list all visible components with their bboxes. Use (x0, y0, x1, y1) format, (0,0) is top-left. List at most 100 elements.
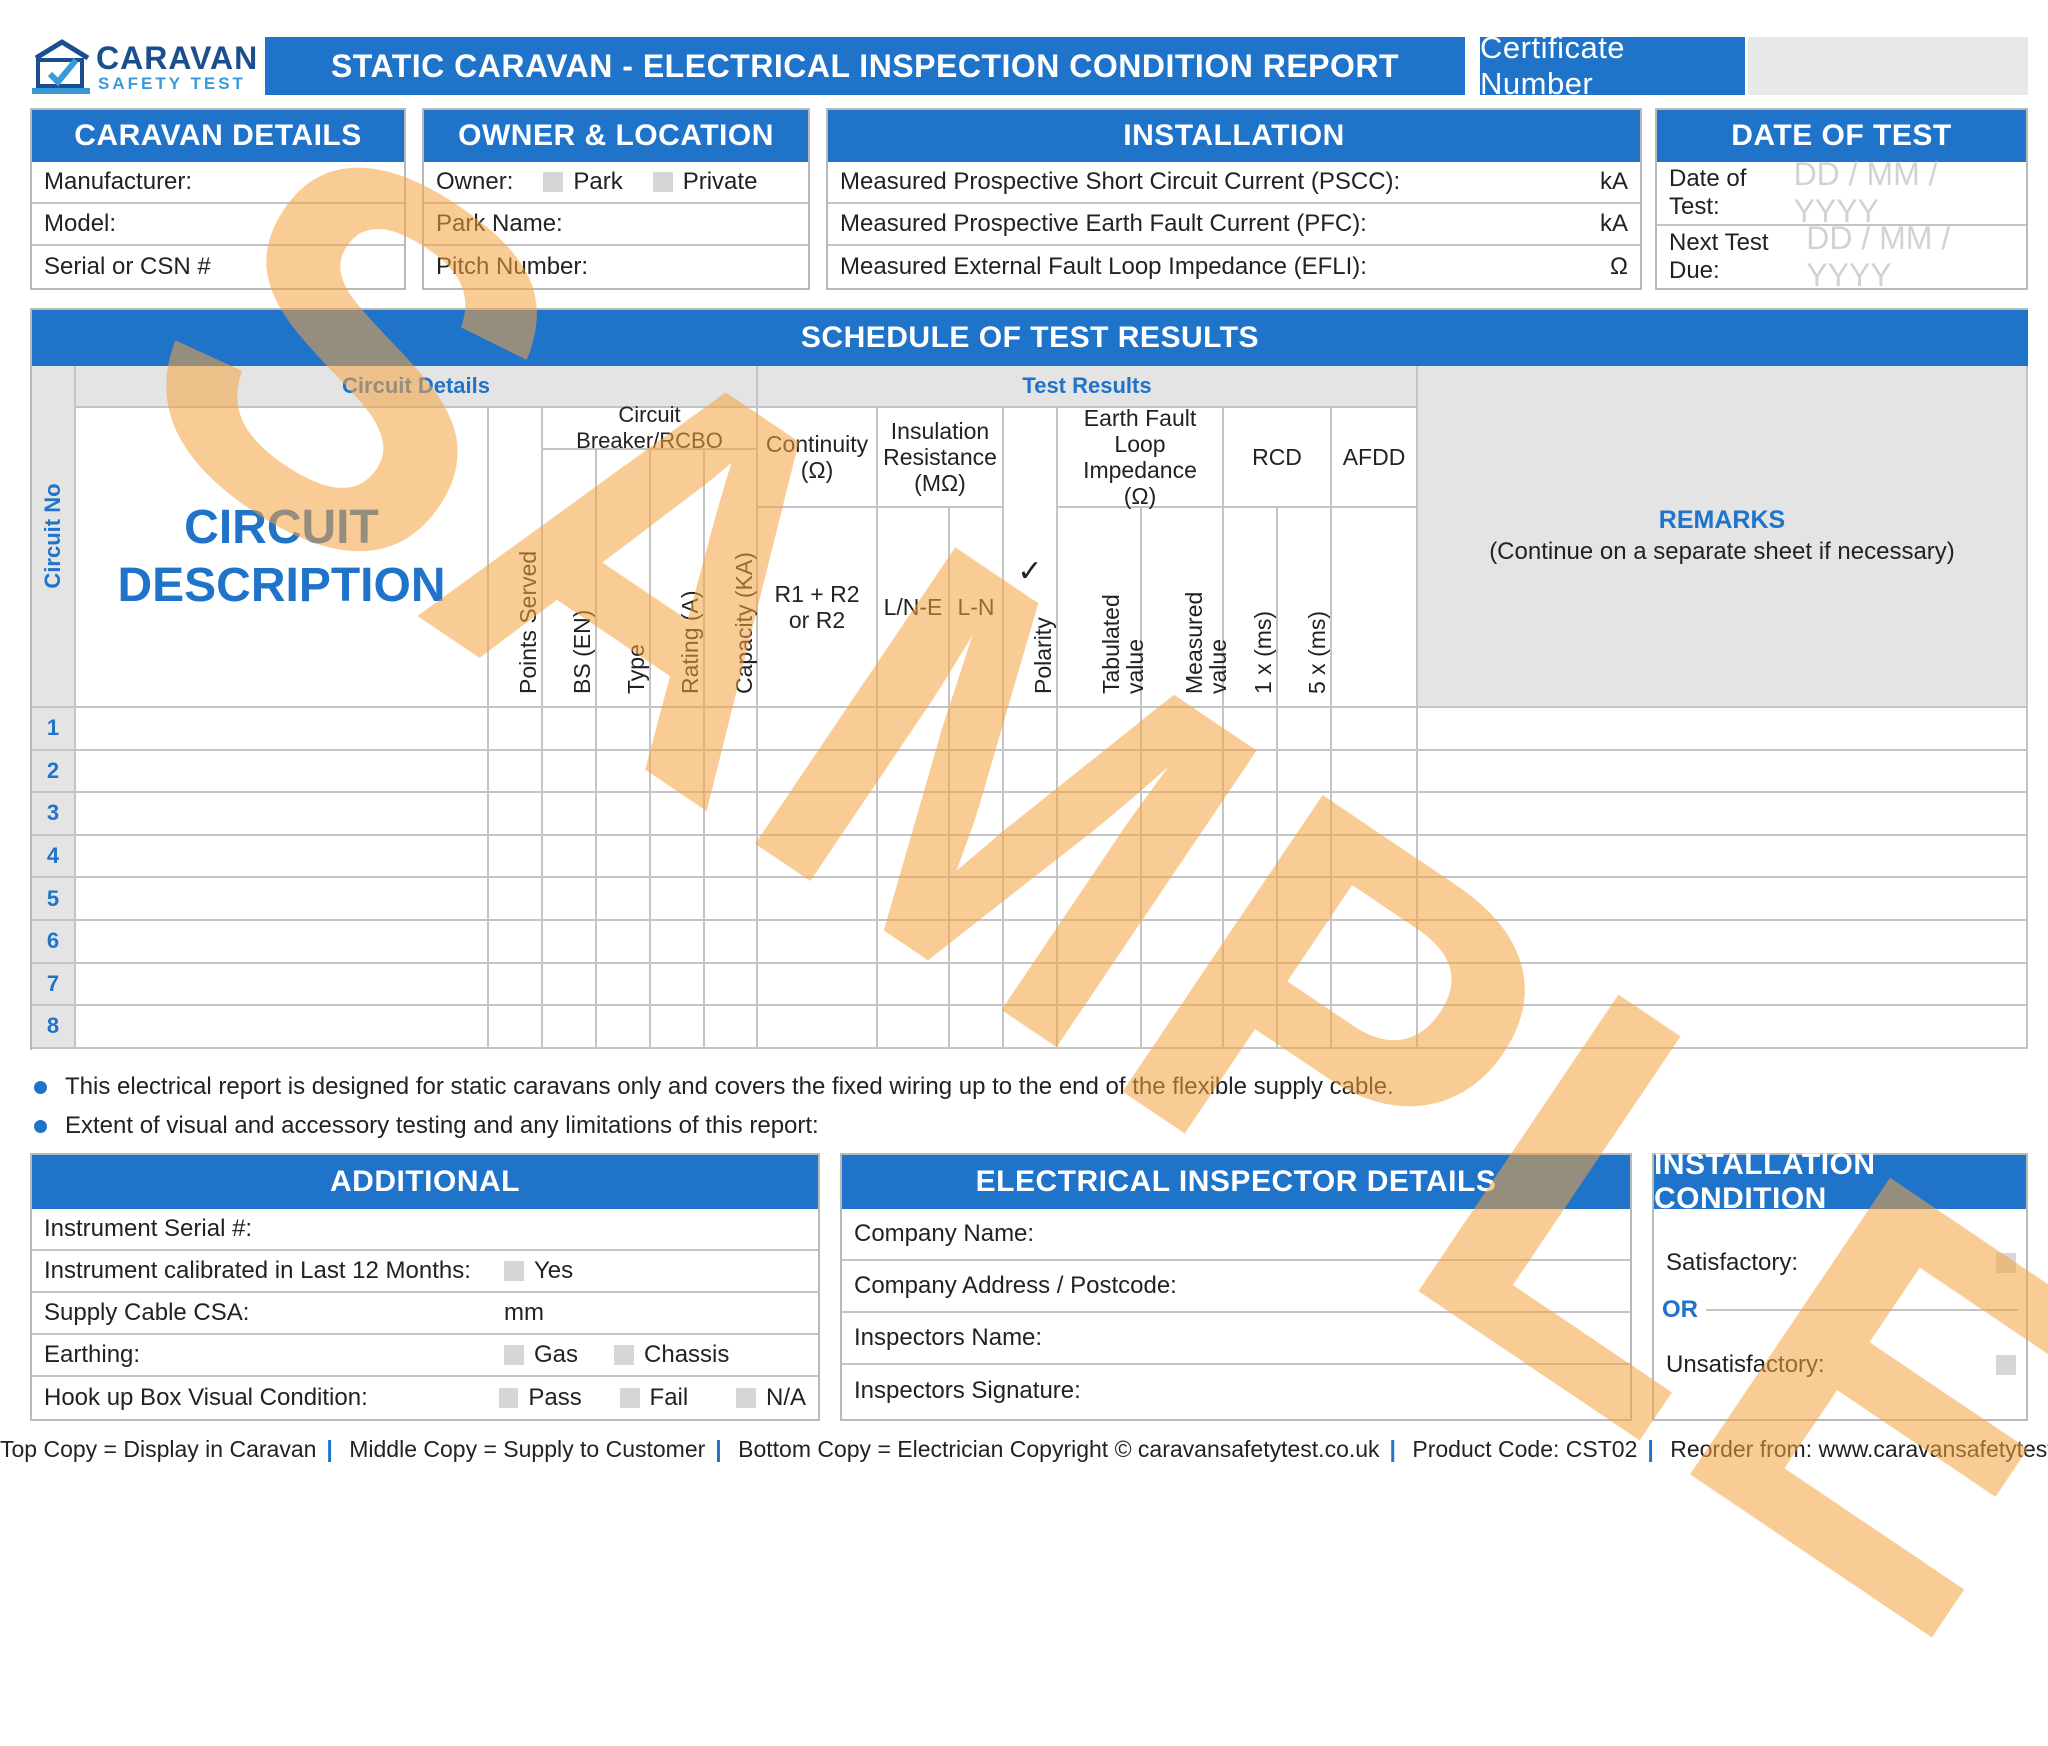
schedule-cell[interactable] (76, 835, 489, 879)
schedule-cell[interactable] (1142, 708, 1224, 751)
schedule-cell[interactable] (1058, 750, 1142, 794)
schedule-cell[interactable] (758, 1006, 878, 1049)
schedule-cell[interactable] (489, 793, 543, 836)
inspector-name-field[interactable]: Inspectors Name: (842, 1313, 1630, 1365)
schedule-cell[interactable] (950, 878, 1004, 921)
schedule-cell[interactable] (758, 835, 878, 879)
schedule-cell[interactable] (543, 793, 597, 836)
schedule-cell[interactable] (597, 750, 651, 794)
schedule-cell[interactable] (1332, 921, 1418, 964)
schedule-cell[interactable] (1224, 1006, 1278, 1049)
schedule-cell[interactable] (1418, 793, 2028, 836)
schedule-cell[interactable] (1004, 878, 1058, 921)
schedule-cell[interactable] (878, 878, 950, 921)
pitch-number-field[interactable]: Pitch Number: (424, 246, 808, 288)
schedule-cell[interactable] (1058, 963, 1142, 1007)
schedule-cell[interactable] (705, 793, 758, 836)
gas-checkbox[interactable] (504, 1345, 524, 1365)
schedule-cell[interactable] (597, 793, 651, 836)
schedule-cell[interactable] (543, 1006, 597, 1049)
schedule-cell[interactable] (1332, 963, 1418, 1007)
schedule-cell[interactable] (1332, 878, 1418, 921)
park-name-field[interactable]: Park Name: (424, 204, 808, 246)
date-of-test-field[interactable]: Date of Test: DD / MM / YYYY (1657, 156, 2026, 229)
schedule-cell[interactable] (597, 708, 651, 751)
schedule-cell[interactable] (1142, 750, 1224, 794)
schedule-cell[interactable] (76, 1006, 489, 1049)
schedule-cell[interactable] (489, 835, 543, 879)
serial-field[interactable]: Serial or CSN # (32, 246, 404, 288)
schedule-cell[interactable] (1224, 963, 1278, 1007)
manufacturer-field[interactable]: Manufacturer: (32, 162, 404, 204)
schedule-cell[interactable] (1332, 750, 1418, 794)
schedule-cell[interactable] (76, 921, 489, 964)
schedule-cell[interactable] (543, 750, 597, 794)
schedule-cell[interactable] (1278, 921, 1332, 964)
schedule-cell[interactable] (1332, 1006, 1418, 1049)
schedule-cell[interactable] (1332, 793, 1418, 836)
certificate-number-field[interactable] (1748, 37, 2028, 95)
schedule-cell[interactable] (705, 921, 758, 964)
schedule-cell[interactable] (651, 708, 705, 751)
private-checkbox[interactable] (652, 172, 673, 192)
schedule-cell[interactable] (1224, 793, 1278, 836)
pfc-field[interactable]: Measured Prospective Earth Fault Current… (828, 204, 1640, 246)
schedule-cell[interactable] (543, 708, 597, 751)
pscc-field[interactable]: Measured Prospective Short Circuit Curre… (828, 162, 1640, 204)
schedule-cell[interactable] (950, 835, 1004, 879)
schedule-cell[interactable] (543, 963, 597, 1007)
schedule-cell[interactable] (1004, 835, 1058, 879)
schedule-cell[interactable] (758, 963, 878, 1007)
satisfactory-checkbox[interactable] (1996, 1253, 2016, 1273)
schedule-cell[interactable] (950, 750, 1004, 794)
schedule-cell[interactable] (651, 1006, 705, 1049)
schedule-cell[interactable] (878, 921, 950, 964)
schedule-cell[interactable] (543, 921, 597, 964)
schedule-cell[interactable] (758, 708, 878, 751)
schedule-cell[interactable] (1418, 835, 2028, 879)
schedule-cell[interactable] (878, 708, 950, 751)
schedule-cell[interactable] (1278, 963, 1332, 1007)
schedule-cell[interactable] (1278, 1006, 1332, 1049)
schedule-cell[interactable] (705, 750, 758, 794)
next-test-due-field[interactable]: Next Test Due: DD / MM / YYYY (1657, 220, 2026, 293)
schedule-cell[interactable] (1004, 921, 1058, 964)
schedule-cell[interactable] (597, 921, 651, 964)
schedule-cell[interactable] (950, 793, 1004, 836)
schedule-cell[interactable] (1004, 793, 1058, 836)
schedule-cell[interactable] (1004, 708, 1058, 751)
company-name-field[interactable]: Company Name: (842, 1209, 1630, 1261)
schedule-cell[interactable] (1004, 750, 1058, 794)
schedule-cell[interactable] (76, 878, 489, 921)
schedule-cell[interactable] (1278, 878, 1332, 921)
schedule-cell[interactable] (878, 1006, 950, 1049)
schedule-cell[interactable] (1418, 750, 2028, 794)
schedule-cell[interactable] (705, 963, 758, 1007)
supply-cable-field[interactable]: Supply Cable CSA: mm (32, 1293, 818, 1335)
schedule-cell[interactable] (1142, 878, 1224, 921)
schedule-cell[interactable] (950, 1006, 1004, 1049)
schedule-cell[interactable] (489, 878, 543, 921)
schedule-cell[interactable] (1004, 1006, 1058, 1049)
schedule-cell[interactable] (1058, 793, 1142, 836)
schedule-cell[interactable] (489, 921, 543, 964)
schedule-cell[interactable] (1058, 708, 1142, 751)
schedule-cell[interactable] (1058, 878, 1142, 921)
schedule-cell[interactable] (1224, 835, 1278, 879)
schedule-cell[interactable] (651, 921, 705, 964)
schedule-cell[interactable] (950, 963, 1004, 1007)
schedule-cell[interactable] (1142, 963, 1224, 1007)
schedule-cell[interactable] (597, 963, 651, 1007)
schedule-cell[interactable] (1278, 835, 1332, 879)
instrument-serial-field[interactable]: Instrument Serial #: (32, 1209, 818, 1251)
schedule-cell[interactable] (878, 750, 950, 794)
schedule-cell[interactable] (597, 835, 651, 879)
schedule-cell[interactable] (489, 708, 543, 751)
schedule-cell[interactable] (489, 963, 543, 1007)
schedule-cell[interactable] (1278, 750, 1332, 794)
schedule-cell[interactable] (878, 963, 950, 1007)
schedule-cell[interactable] (758, 793, 878, 836)
fail-checkbox[interactable] (619, 1388, 640, 1408)
schedule-cell[interactable] (878, 835, 950, 879)
schedule-cell[interactable] (1418, 963, 2028, 1007)
